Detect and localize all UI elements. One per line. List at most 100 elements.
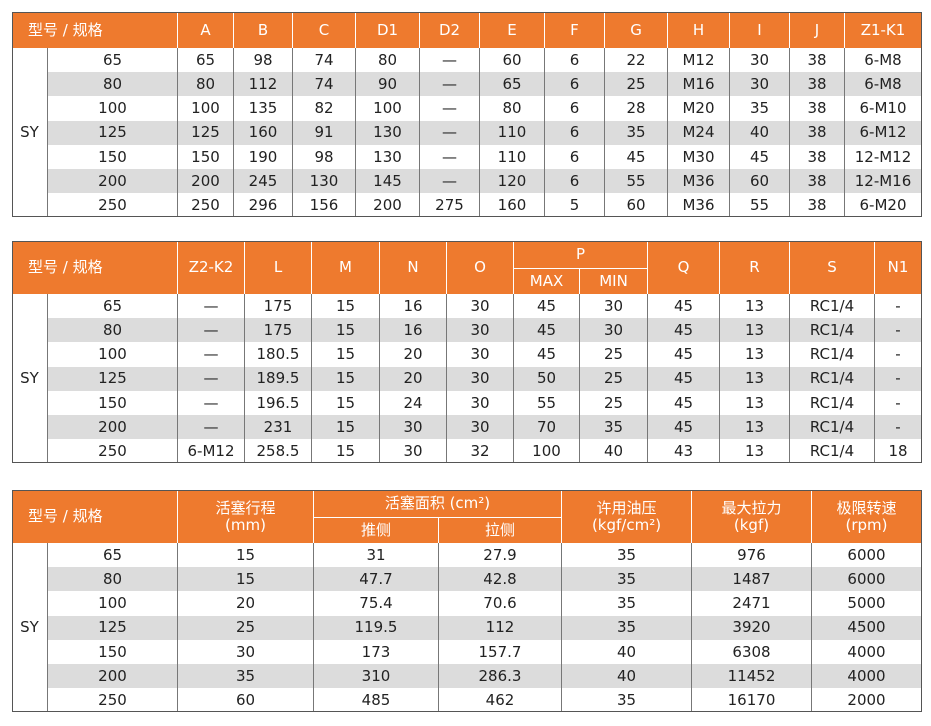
cell-text: 100 <box>373 99 402 118</box>
size-cell: 125 <box>48 615 178 640</box>
cell-text: 112 <box>248 75 278 94</box>
value-cell: 35 <box>562 688 692 713</box>
value-cell: 286.3 <box>439 664 562 689</box>
cell-text: 6-M12 <box>859 123 907 142</box>
value-cell: 31 <box>314 543 439 568</box>
cell-text: 6-M8 <box>864 75 902 94</box>
cell-text: B <box>257 20 269 39</box>
cell-text: 82 <box>314 99 334 118</box>
value-cell: 16 <box>380 318 447 343</box>
cell-text: SY <box>20 618 39 637</box>
cell-text: — <box>442 75 457 94</box>
header-cell: L <box>245 241 312 294</box>
value-cell: 80 <box>480 96 545 121</box>
header-cell: D1 <box>356 12 420 48</box>
value-cell: 296 <box>234 193 293 218</box>
value-cell: 35 <box>562 591 692 616</box>
size-cell: 125 <box>48 366 178 391</box>
cell-text: 38 <box>807 75 827 94</box>
cell-text: 189.5 <box>256 369 300 388</box>
value-cell: 6 <box>545 144 605 169</box>
value-cell: - <box>875 415 922 440</box>
cell-text: - <box>895 345 901 364</box>
group-cell: SY <box>12 543 48 713</box>
cell-text: 196.5 <box>256 393 300 412</box>
cell-text: 30 <box>603 321 624 340</box>
cell-text: RC1/4 <box>809 393 855 412</box>
cell-text: 47.7 <box>359 570 393 589</box>
value-cell: 47.7 <box>314 567 439 592</box>
cell-text: 15 <box>335 345 356 364</box>
cell-text: 型号 / 规格 <box>28 20 103 39</box>
value-cell: — <box>420 72 480 97</box>
cell-text: 13 <box>744 442 765 461</box>
cell-text: F <box>570 20 579 39</box>
value-cell: 6 <box>545 120 605 145</box>
cell-text: 275 <box>435 196 464 215</box>
cell-text: 65 <box>195 50 216 69</box>
value-cell: 35 <box>562 567 692 592</box>
value-cell: 6000 <box>812 567 922 592</box>
cell-text: 250 <box>191 196 220 215</box>
value-cell: 65 <box>178 48 234 73</box>
value-cell: 100 <box>178 96 234 121</box>
cell-text: 推侧 <box>360 521 391 539</box>
cell-text: 25 <box>235 618 256 637</box>
cell-text: — <box>442 50 457 69</box>
value-cell: RC1/4 <box>790 342 875 367</box>
cell-text: RC1/4 <box>809 442 855 461</box>
value-cell: 13 <box>720 439 790 464</box>
cell-text: M16 <box>682 75 715 94</box>
cell-text: (mm) <box>225 515 266 534</box>
value-cell: 100 <box>356 96 420 121</box>
header-cell: S <box>790 241 875 294</box>
cell-text: RC1/4 <box>809 345 855 364</box>
value-cell: 80 <box>178 72 234 97</box>
cell-text: 6 <box>569 99 580 118</box>
value-cell: 189.5 <box>245 366 312 391</box>
header-cell: N <box>380 241 447 294</box>
value-cell: 45 <box>648 294 720 319</box>
value-cell: 25 <box>580 390 648 415</box>
value-cell: RC1/4 <box>790 415 875 440</box>
value-cell: 3920 <box>692 615 812 640</box>
cell-text: SY <box>20 123 39 142</box>
cell-text: - <box>895 296 901 315</box>
cell-text: E <box>507 20 517 39</box>
cell-text: 32 <box>470 442 490 461</box>
cell-text: - <box>895 369 901 388</box>
value-cell: 30 <box>447 415 514 440</box>
cell-text: 2000 <box>847 691 886 710</box>
cell-text: M <box>339 258 352 277</box>
cell-text: 活塞面积 (cm²) <box>384 494 491 512</box>
cell-text: G <box>630 20 642 39</box>
header-cell: R <box>720 241 790 294</box>
value-cell: 16 <box>380 294 447 319</box>
cell-text: 231 <box>263 417 293 436</box>
value-cell: 60 <box>480 48 545 73</box>
cell-text: 13 <box>744 369 765 388</box>
size-cell: 65 <box>48 294 178 319</box>
value-cell: 43 <box>648 439 720 464</box>
cell-text: 6 <box>569 75 580 94</box>
value-cell: 100 <box>514 439 580 464</box>
cell-text: RC1/4 <box>809 369 855 388</box>
cell-text: 70.6 <box>483 594 517 613</box>
value-cell: — <box>420 96 480 121</box>
cell-text: D1 <box>376 20 399 39</box>
header-cell: M <box>312 241 380 294</box>
value-cell: 196.5 <box>245 390 312 415</box>
cell-text: M24 <box>682 123 715 142</box>
header-subcell: MAX <box>514 267 580 294</box>
value-cell: — <box>420 120 480 145</box>
value-cell: 55 <box>605 169 668 194</box>
value-cell: M36 <box>668 169 730 194</box>
value-cell: 120 <box>480 169 545 194</box>
value-cell: 462 <box>439 688 562 713</box>
cell-text: 145 <box>373 171 402 190</box>
value-cell: 45 <box>648 366 720 391</box>
value-cell: 13 <box>720 318 790 343</box>
value-cell: 6 <box>545 72 605 97</box>
cell-text: Z1-K1 <box>860 20 906 39</box>
